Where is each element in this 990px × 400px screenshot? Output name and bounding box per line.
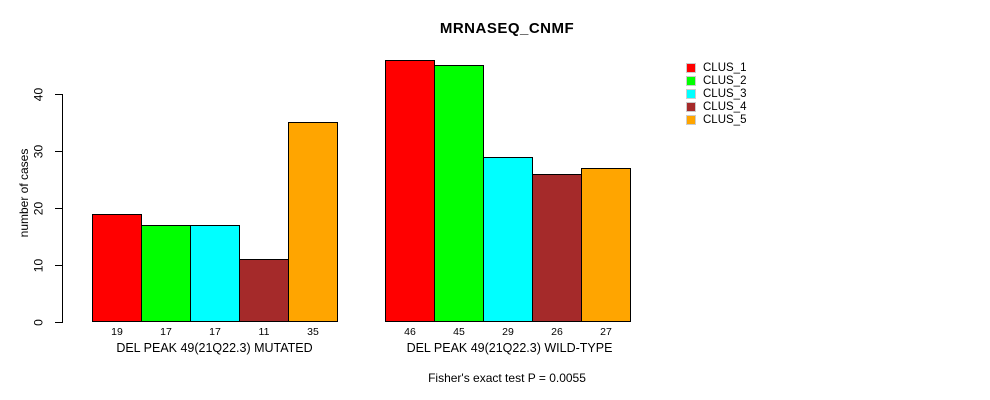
fisher-test-annotation: Fisher's exact test P = 0.0055 (428, 371, 586, 385)
bar-value-label: 35 (307, 326, 319, 338)
y-axis-label: number of cases (17, 148, 31, 238)
bar-clus_4-group2 (532, 174, 582, 322)
legend-swatch-icon (686, 63, 696, 73)
bar-value-label: 19 (111, 326, 123, 338)
y-tick-label: 30 (31, 144, 46, 159)
bar-clus_4-group1 (239, 259, 289, 322)
bar-clus_5-group1 (288, 122, 338, 322)
bar-clus_2-group1 (141, 225, 191, 322)
legend-swatch-icon (686, 115, 696, 125)
y-tick-label: 40 (31, 87, 46, 102)
x-group-label-wild-type: DEL PEAK 49(21Q22.3) WILD-TYPE (406, 341, 613, 355)
legend-label: CLUS_5 (703, 114, 747, 126)
bar-value-label: 27 (600, 326, 612, 338)
legend-row: CLUS_4 (686, 101, 747, 113)
legend-label: CLUS_2 (703, 75, 747, 87)
y-tick-label: 0 (31, 319, 46, 326)
y-tick-mark (55, 151, 62, 152)
x-group-label-mutated: DEL PEAK 49(21Q22.3) MUTATED (116, 341, 313, 355)
legend-label: CLUS_4 (703, 101, 747, 113)
y-tick-mark (55, 94, 62, 95)
legend-swatch-icon (686, 89, 696, 99)
bar-clus_5-group2 (581, 168, 631, 322)
bar-value-label: 46 (404, 326, 416, 338)
y-tick-mark (55, 208, 62, 209)
bar-value-label: 11 (258, 326, 270, 338)
legend-row: CLUS_2 (686, 75, 747, 87)
legend-row: CLUS_5 (686, 114, 747, 126)
bar-clus_1-group1 (92, 214, 142, 322)
bar-value-label: 45 (453, 326, 465, 338)
legend: CLUS_1 CLUS_2 CLUS_3 CLUS_4 CLUS_5 (686, 62, 747, 128)
bar-clus_1-group2 (385, 60, 435, 322)
legend-swatch-icon (686, 102, 696, 112)
y-tick-mark (55, 322, 62, 323)
bar-clus_2-group2 (434, 65, 484, 322)
bar-value-label: 29 (502, 326, 514, 338)
y-tick-label: 10 (31, 258, 46, 273)
bar-value-label: 17 (209, 326, 221, 338)
legend-label: CLUS_1 (703, 62, 747, 74)
bar-value-label: 26 (551, 326, 563, 338)
legend-row: CLUS_3 (686, 88, 747, 100)
bar-clus_3-group2 (483, 157, 533, 322)
y-axis-line (62, 94, 63, 323)
bar-value-label: 17 (160, 326, 172, 338)
y-tick-mark (55, 265, 62, 266)
chart-title: MRNASEQ_CNMF (439, 20, 575, 37)
y-tick-label: 20 (31, 201, 46, 216)
bar-clus_3-group1 (190, 225, 240, 322)
legend-swatch-icon (686, 76, 696, 86)
legend-row: CLUS_1 (686, 62, 747, 74)
legend-label: CLUS_3 (703, 88, 747, 100)
